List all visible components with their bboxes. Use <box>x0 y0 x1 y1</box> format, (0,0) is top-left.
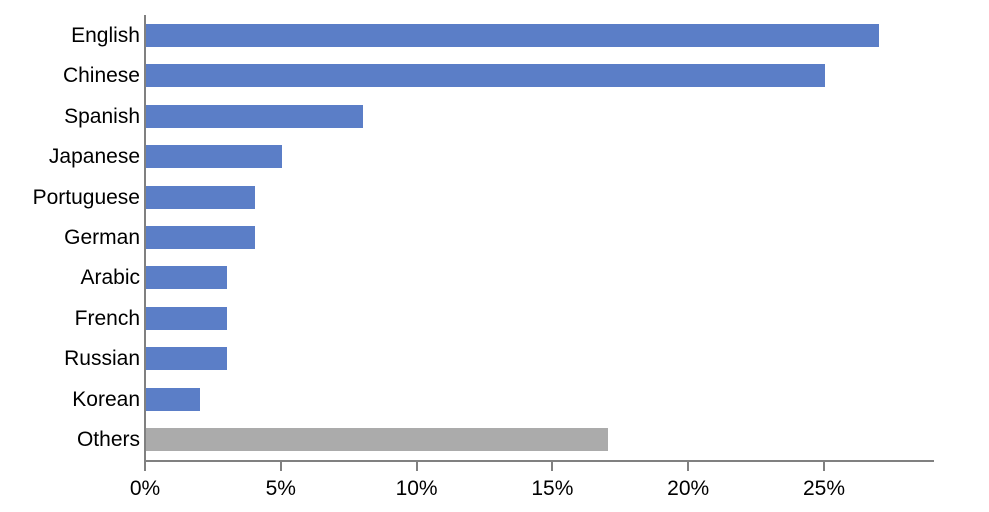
bar-korean <box>146 387 201 411</box>
x-tick-15 <box>551 460 554 471</box>
x-tick-label-10: 10% <box>395 477 438 500</box>
category-label-french: French <box>74 306 140 330</box>
x-tick-20 <box>687 460 690 471</box>
bar-japanese <box>146 145 282 169</box>
x-tick-label-15: 15% <box>531 477 574 500</box>
category-label-portuguese: Portuguese <box>32 185 140 209</box>
x-tick-label-20: 20% <box>667 477 710 500</box>
x-tick-25 <box>823 460 825 471</box>
category-label-japanese: Japanese <box>48 145 140 169</box>
category-label-english: English <box>71 23 140 47</box>
bar-chinese <box>146 64 825 88</box>
bar-spanish <box>146 104 364 128</box>
x-tick-0 <box>144 460 146 471</box>
bar-others <box>146 428 608 452</box>
category-label-german: German <box>64 226 140 249</box>
y-axis-line <box>144 15 146 462</box>
category-label-korean: Korean <box>72 387 140 411</box>
x-tick-label-0: 0% <box>129 477 161 500</box>
category-label-others: Others <box>76 428 140 452</box>
bar-french <box>146 306 228 330</box>
bar-portuguese <box>146 185 255 209</box>
x-tick-5 <box>279 460 282 471</box>
bar-english <box>146 23 880 47</box>
category-label-chinese: Chinese <box>62 64 140 88</box>
x-tick-label-5: 5% <box>265 477 296 500</box>
x-tick-label-25: 25% <box>802 477 846 500</box>
bar-arabic <box>146 266 228 290</box>
category-label-arabic: Arabic <box>80 266 140 290</box>
x-tick-10 <box>415 460 418 471</box>
category-label-russian: Russian <box>64 347 140 371</box>
category-label-spanish: Spanish <box>64 104 140 128</box>
bar-russian <box>146 347 228 371</box>
x-axis-line <box>144 460 934 462</box>
bar-german <box>146 226 255 249</box>
